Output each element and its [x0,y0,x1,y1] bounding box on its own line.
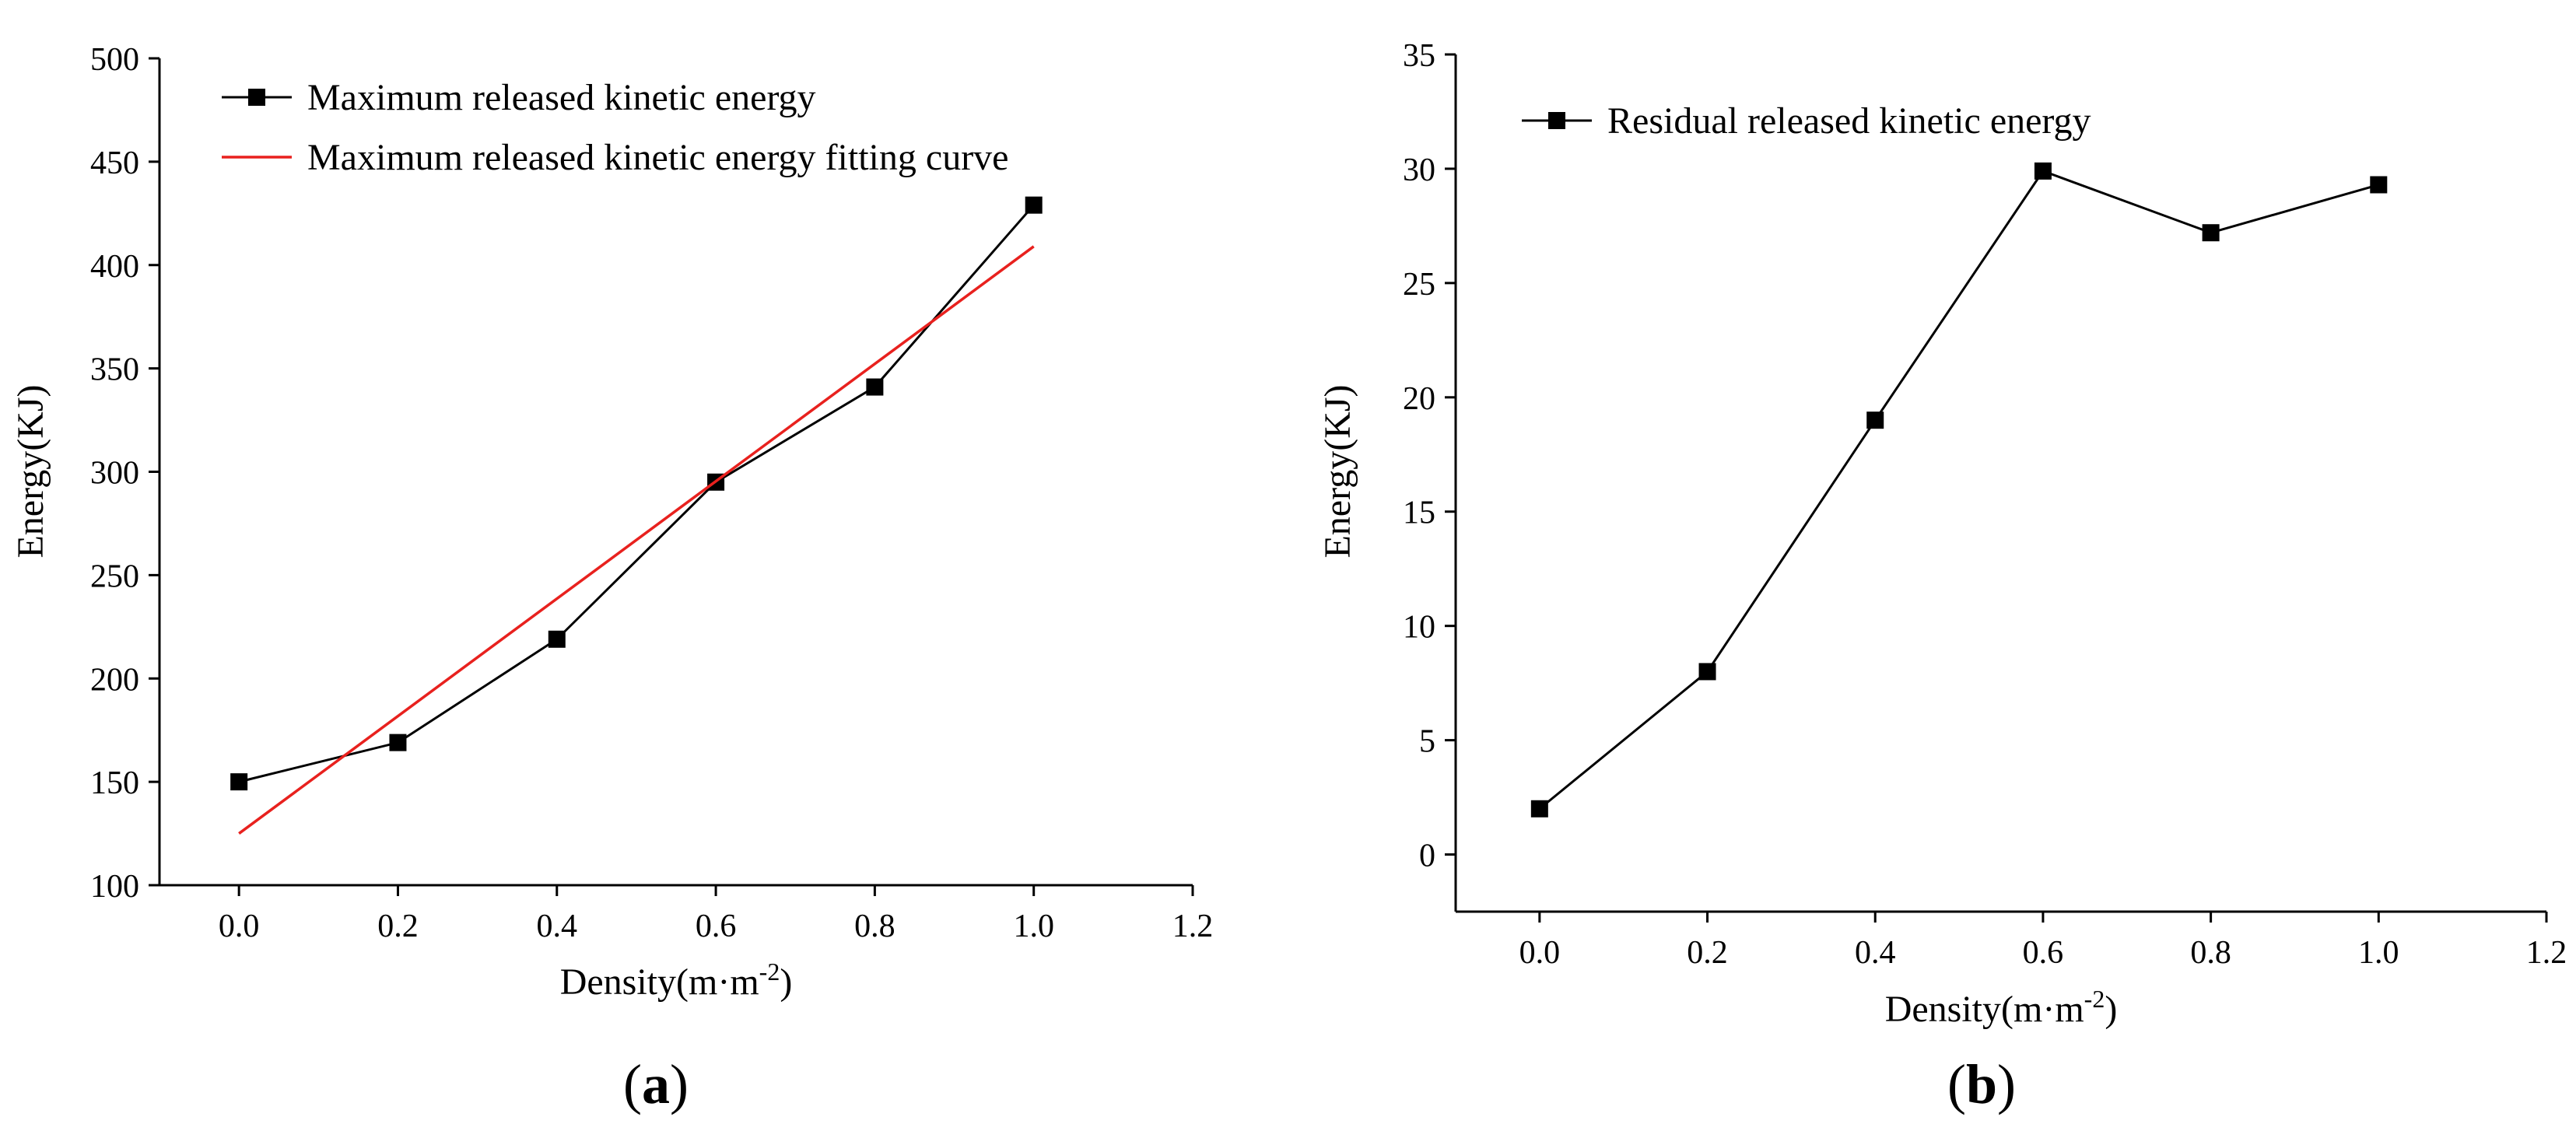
y-tick-label: 30 [1403,152,1435,188]
data-point-marker [1530,800,1548,818]
y-tick-label: 100 [90,869,139,905]
y-tick-label: 35 [1403,38,1435,74]
y-tick-label: 500 [90,42,139,78]
x-axis-title-superscript: -2 [2084,985,2105,1013]
panel-label-close: ) [670,1053,689,1115]
x-axis-title: Density(m·m-2) [560,958,793,1003]
x-tick-label: 0.8 [854,909,895,944]
x-tick-label: 0.2 [377,909,419,944]
data-point-marker [2202,224,2220,242]
legend-label: Residual released kinetic energy [1607,100,2091,142]
y-tick-label: 350 [90,352,139,388]
x-tick-label: 0.4 [537,909,578,944]
data-point-marker [1866,411,1884,429]
x-axis-title-superscript: -2 [759,958,780,986]
y-tick-label: 10 [1403,610,1435,646]
data-point-marker [548,630,566,648]
x-axis-title-close: ) [2105,989,2117,1030]
panel-label-letter: b [1966,1053,1997,1115]
y-tick-label: 200 [90,662,139,698]
panel-label-letter: a [642,1053,670,1115]
data-point-marker [230,773,248,791]
legend-marker-swatch [1548,112,1565,129]
chart-b: 0.0 0.2 0.4 0.6 0.8 1.0 1.2 0 5 10 15 20 25 30 35 Densi… [1317,38,2567,1115]
series-line [238,204,1035,783]
y-axis-title: Energy(KJ) [10,384,51,558]
panel-label: (b) [1947,1053,2016,1115]
data-point-marker [1025,196,1043,214]
data-point-marker [389,734,407,751]
panel-label-open: ( [1947,1053,1966,1115]
legend-label: Maximum released kinetic energy [307,77,816,118]
legend-label: Maximum released kinetic energy fitting … [307,137,1008,178]
y-tick-label: 400 [90,249,139,285]
x-axis-title-close: ) [780,961,792,1003]
x-tick-label: 1.2 [1172,909,1214,944]
x-tick-label: 0.6 [2023,935,2064,971]
x-tick-label: 0.0 [219,909,260,944]
x-tick-label: 0.6 [696,909,737,944]
series-line [1538,170,2379,810]
panel-label-close: ) [1997,1053,2016,1115]
x-tick-label: 1.0 [2358,935,2399,971]
y-tick-label: 150 [90,765,139,801]
y-tick-label: 250 [90,558,139,594]
x-tick-label: 1.2 [2526,935,2567,971]
y-tick-label: 0 [1419,839,1435,874]
legend-marker-swatch [248,89,265,106]
x-axis-title: Density(m·m-2) [1885,985,2118,1030]
chart-a: 0.0 0.2 0.4 0.6 0.8 1.0 1.2 100 150 200 250 300 350 4… [10,42,1213,1115]
data-point-marker [2370,176,2388,194]
panel-label: (a) [623,1053,689,1115]
data-point-marker [866,378,884,396]
y-tick-label: 5 [1419,724,1435,760]
y-tick-label: 25 [1403,267,1435,303]
x-tick-label: 0.2 [1687,935,1728,971]
x-tick-label: 0.4 [1855,935,1896,971]
fit-curve-line [238,245,1035,835]
x-axis-title-base: Density(m·m [1885,989,2084,1030]
y-tick-label: 15 [1403,495,1435,531]
data-point-marker [1698,663,1716,681]
y-axis-title: Energy(KJ) [1317,384,1358,558]
x-tick-label: 0.8 [2190,935,2231,971]
data-point-marker [2034,162,2052,180]
y-tick-label: 450 [90,145,139,181]
panel-label-open: ( [623,1053,642,1115]
x-axis-title-base: Density(m·m [560,961,759,1003]
x-tick-label: 0.0 [1519,935,1561,971]
y-tick-label: 300 [90,456,139,492]
x-tick-label: 1.0 [1013,909,1054,944]
y-tick-label: 20 [1403,381,1435,417]
